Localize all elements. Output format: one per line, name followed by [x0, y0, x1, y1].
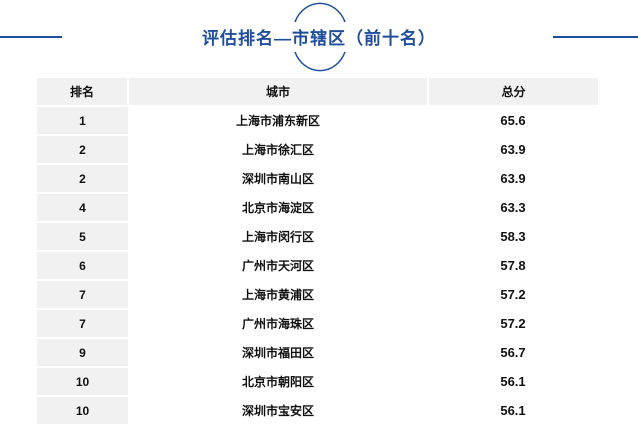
ranking-table: 排名 城市 总分 1 上海市浦东新区 65.6 2 上海市徐汇区 63.9 2 深圳市南山区 6…: [37, 78, 598, 426]
right-decor-line: [553, 36, 638, 38]
city-cell: 广州市海珠区: [128, 309, 428, 339]
table-row: 10 北京市朝阳区 56.1: [37, 367, 598, 397]
rank-cell: 9: [37, 338, 128, 368]
title-circle-decoration: [294, 2, 346, 72]
table-row: 5 上海市闵行区 58.3: [37, 222, 598, 252]
score-cell: 58.3: [428, 222, 598, 252]
rank-cell: 10: [37, 367, 128, 397]
city-cell: 上海市浦东新区: [128, 106, 428, 136]
rank-cell: 7: [37, 280, 128, 310]
score-cell: 63.9: [428, 135, 598, 165]
score-cell: 63.3: [428, 193, 598, 223]
score-cell: 57.8: [428, 251, 598, 281]
city-cell: 深圳市南山区: [128, 164, 428, 194]
score-cell: 56.7: [428, 338, 598, 368]
rank-cell: 1: [37, 106, 128, 136]
score-cell: 56.1: [428, 396, 598, 426]
city-cell: 上海市徐汇区: [128, 135, 428, 165]
rank-cell: 2: [37, 135, 128, 165]
rank-cell: 10: [37, 396, 128, 426]
rank-cell: 4: [37, 193, 128, 223]
score-cell: 63.9: [428, 164, 598, 194]
table-row: 9 深圳市福田区 56.7: [37, 338, 598, 368]
table-row: 1 上海市浦东新区 65.6: [37, 106, 598, 136]
score-cell: 65.6: [428, 106, 598, 136]
rank-cell: 2: [37, 164, 128, 194]
score-cell: 56.1: [428, 367, 598, 397]
city-cell: 上海市黄浦区: [128, 280, 428, 310]
left-decor-line: [0, 36, 62, 38]
city-cell: 北京市海淀区: [128, 193, 428, 223]
city-cell: 北京市朝阳区: [128, 367, 428, 397]
city-cell: 深圳市宝安区: [128, 396, 428, 426]
table-row: 6 广州市天河区 57.8: [37, 251, 598, 281]
rank-cell: 7: [37, 309, 128, 339]
city-cell: 深圳市福田区: [128, 338, 428, 368]
table-row: 2 上海市徐汇区 63.9: [37, 135, 598, 165]
header-city: 城市: [127, 78, 428, 107]
city-cell: 广州市天河区: [128, 251, 428, 281]
city-cell: 上海市闵行区: [128, 222, 428, 252]
bottom-arc: [294, 51, 346, 72]
page-title: 评估排名—市辖区（前十名）: [202, 29, 436, 48]
header-score: 总分: [427, 78, 598, 107]
table-header-row: 排名 城市 总分: [37, 78, 598, 107]
table-row: 7 上海市黄浦区 57.2: [37, 280, 598, 310]
top-arc: [294, 2, 346, 23]
rank-cell: 5: [37, 222, 128, 252]
table-row: 10 深圳市宝安区 56.1: [37, 396, 598, 426]
header-rank: 排名: [37, 78, 128, 107]
score-cell: 57.2: [428, 309, 598, 339]
score-cell: 57.2: [428, 280, 598, 310]
table-row: 4 北京市海淀区 63.3: [37, 193, 598, 223]
table-row: 7 广州市海珠区 57.2: [37, 309, 598, 339]
table-row: 2 深圳市南山区 63.9: [37, 164, 598, 194]
rank-cell: 6: [37, 251, 128, 281]
